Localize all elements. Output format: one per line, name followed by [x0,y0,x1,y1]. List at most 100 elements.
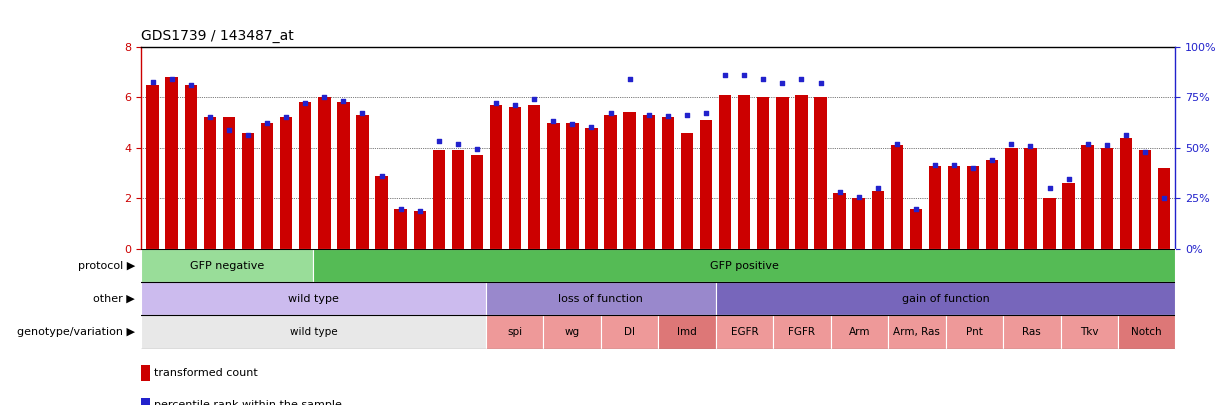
Bar [795,95,807,249]
Bar [313,249,1175,282]
Point [867,185,887,192]
Point [1117,131,1136,138]
Point [849,194,869,201]
Point [410,207,429,214]
Point [258,119,277,126]
Point [372,173,391,179]
Point [1039,185,1059,192]
Bar [773,315,831,349]
Point [200,114,220,121]
Bar [1081,145,1094,249]
Text: Dl: Dl [625,327,636,337]
Bar [888,315,946,349]
Bar [184,85,196,249]
Point [696,110,715,117]
Point [142,79,162,85]
Text: Ras: Ras [1022,327,1042,337]
Point [506,102,525,109]
Point [391,205,411,212]
Text: FGFR: FGFR [789,327,816,337]
Text: spi: spi [507,327,523,337]
Point [658,113,677,120]
Text: Notch: Notch [1131,327,1162,337]
Bar [853,198,865,249]
Bar [544,315,601,349]
Bar [222,117,236,249]
Point [582,123,601,130]
Bar [661,117,674,249]
Bar [815,97,827,249]
Bar [1060,315,1118,349]
Text: EGFR: EGFR [730,327,758,337]
Bar [486,282,715,315]
Bar [433,150,445,249]
Point [1097,141,1117,148]
Bar [891,145,903,249]
Bar [356,115,368,249]
Bar [1063,183,1075,249]
Point [1001,141,1021,147]
Point [238,131,258,138]
Text: loss of function: loss of function [558,294,643,304]
Point [1059,176,1079,182]
Bar [375,176,388,249]
Point [1021,143,1040,149]
Point [983,157,1002,163]
Bar [715,315,773,349]
Bar [1002,315,1060,349]
Bar [486,315,544,349]
Point [753,76,773,82]
Text: gain of function: gain of function [902,294,989,304]
Point [429,137,449,144]
Text: Pnt: Pnt [966,327,983,337]
Point [162,76,182,82]
Point [639,112,659,119]
Text: wild type: wild type [288,294,339,304]
Bar [280,117,292,249]
Bar [166,77,178,249]
Text: wild type: wild type [290,327,337,337]
Bar [909,209,923,249]
Point [352,110,372,117]
Bar [1118,315,1175,349]
Bar [509,107,521,249]
Bar [1101,148,1113,249]
Bar [141,249,313,282]
Point [467,145,487,152]
Bar [242,133,254,249]
Point [811,80,831,86]
Point [906,205,925,212]
Bar [715,282,1175,315]
Bar [1139,150,1151,249]
Bar [757,97,769,249]
Point [963,165,983,171]
Point [220,126,239,133]
Bar [605,115,617,249]
Point [715,72,735,78]
Point [925,162,945,168]
Point [276,114,296,121]
Text: GDS1739 / 143487_at: GDS1739 / 143487_at [141,29,293,43]
Point [448,141,467,147]
Bar [141,398,150,405]
Bar [833,194,845,249]
Point [734,72,753,78]
Bar [1120,138,1133,249]
Bar [719,95,731,249]
Bar [871,191,883,249]
Text: percentile rank within the sample: percentile rank within the sample [155,401,342,405]
Point [1155,195,1174,202]
Bar [946,315,1002,349]
Bar [737,95,751,249]
Bar [585,128,598,249]
Point [1077,141,1097,147]
Point [945,162,964,168]
Text: GFP negative: GFP negative [190,261,265,271]
Bar [987,160,999,249]
Bar [528,105,540,249]
Bar [452,150,464,249]
Point [601,110,621,117]
Bar [777,97,789,249]
Point [296,100,315,107]
Point [314,94,334,100]
